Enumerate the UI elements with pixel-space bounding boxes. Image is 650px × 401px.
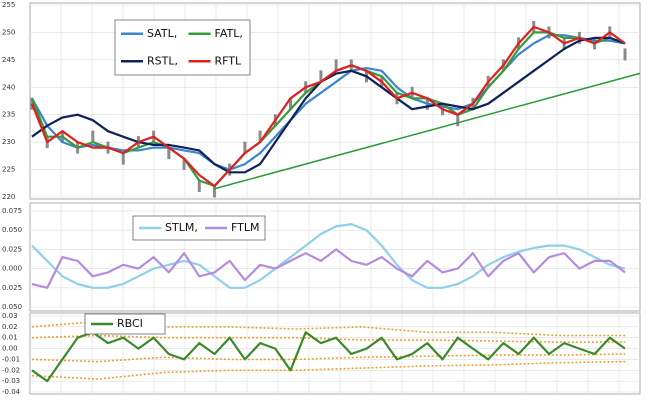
y-tick-label: -0.03 xyxy=(2,377,20,385)
y-tick-label: 0.02 xyxy=(2,323,18,331)
legend-box xyxy=(114,19,251,76)
y-tick-label: 225 xyxy=(2,166,15,174)
series-line xyxy=(31,248,626,289)
legend-label: RFTL xyxy=(215,54,242,67)
y-tick-label: 0.03 xyxy=(2,312,18,320)
series-line xyxy=(31,331,626,383)
legend-label: RBCI xyxy=(117,317,143,330)
panel-frame xyxy=(29,202,641,312)
y-tick-label: 0.000 xyxy=(2,265,22,273)
band-line xyxy=(31,334,625,343)
y-tick-label: -0.02 xyxy=(2,366,20,374)
legend-box xyxy=(132,215,266,241)
y-tick-label: 235 xyxy=(2,111,15,119)
y-tick-label: 230 xyxy=(2,138,15,146)
y-tick-label: -0.01 xyxy=(2,355,20,363)
legend-label: RSTL, xyxy=(147,54,178,67)
y-tick-label: 240 xyxy=(2,83,15,91)
y-tick-label: 0.025 xyxy=(2,284,22,292)
y-tick-label: 0.075 xyxy=(2,207,22,215)
legend-label: STLM, xyxy=(165,221,198,234)
band-line xyxy=(31,353,626,363)
y-tick-label: 250 xyxy=(2,28,15,36)
series-line xyxy=(31,36,626,174)
y-tick-label: 0.025 xyxy=(2,245,22,253)
legend-label: FTLM xyxy=(231,221,259,234)
band-line xyxy=(31,360,626,380)
y-tick-label: 0.050 xyxy=(2,226,22,234)
series-line xyxy=(31,223,626,289)
band-line xyxy=(31,320,625,337)
legend-label: SATL, xyxy=(147,27,177,40)
y-tick-label: 245 xyxy=(2,56,15,64)
y-tick-label: 0.01 xyxy=(2,334,18,342)
legend: STLM, FTLM xyxy=(132,215,266,241)
y-tick-label: 0.00 xyxy=(2,345,18,353)
y-tick-label: 0.050 xyxy=(2,303,22,311)
y-tick-label: 220 xyxy=(2,193,15,201)
legend-label: FATL, xyxy=(215,27,243,40)
y-tick-label: -0.04 xyxy=(2,388,21,396)
trend-line xyxy=(214,72,641,190)
legend: RBCI xyxy=(84,313,166,335)
legend: SATL, FATL, RSTL, RFTL xyxy=(114,19,251,76)
series-line xyxy=(30,25,626,188)
y-tick-label: 255 xyxy=(2,1,15,9)
legend-box xyxy=(84,313,166,335)
